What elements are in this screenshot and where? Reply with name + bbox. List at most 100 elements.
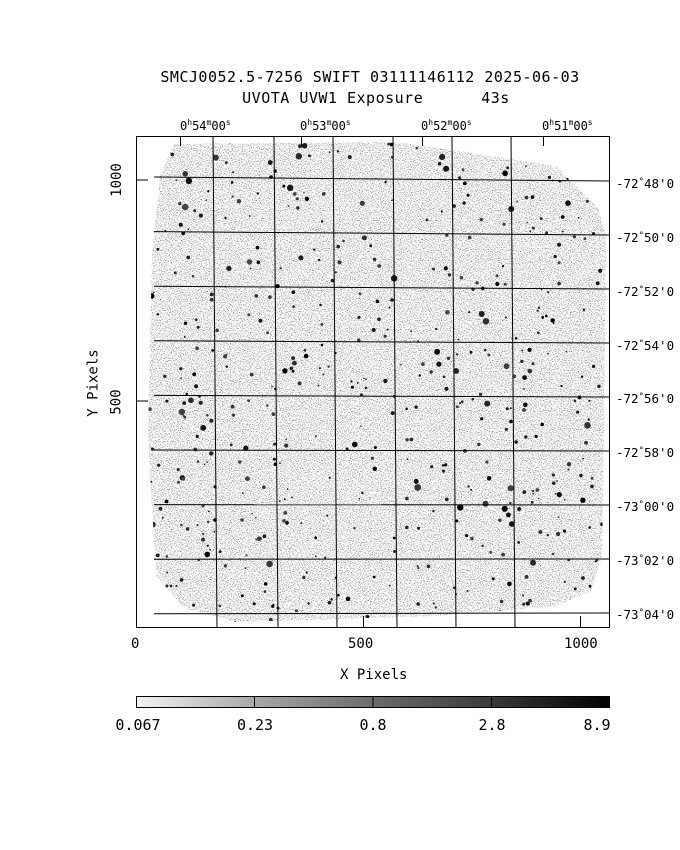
star-source (371, 328, 376, 332)
dec-grid-line (153, 340, 610, 344)
star-source (206, 520, 210, 524)
star-source (522, 408, 526, 412)
star-source (503, 363, 510, 370)
star-source (434, 348, 440, 355)
star-source (271, 412, 276, 416)
star-source (555, 531, 561, 537)
star-source (573, 399, 577, 403)
star-source (282, 368, 288, 374)
star-source (482, 318, 490, 325)
star-source (163, 374, 167, 378)
star-source (417, 526, 420, 530)
star-source (509, 407, 512, 410)
dec-tick-label: -72°48'0 (616, 176, 675, 191)
star-source (413, 478, 419, 484)
star-source (386, 328, 389, 331)
star-source (191, 274, 195, 278)
star-source (551, 552, 555, 556)
star-source (247, 313, 251, 317)
star-source (370, 456, 374, 460)
star-source (327, 600, 332, 605)
star-source (369, 244, 372, 247)
star-source (383, 334, 387, 338)
star-source (590, 476, 594, 480)
star-source (238, 460, 242, 464)
star-source (444, 497, 449, 502)
star-source (268, 295, 272, 299)
star-source (249, 267, 252, 270)
star-source (547, 175, 552, 180)
star-source (195, 346, 199, 351)
star-source (537, 497, 540, 500)
star-source (468, 311, 471, 314)
star-source (437, 162, 442, 166)
dec-tick-label: -72°50'0 (616, 230, 675, 245)
star-source (509, 419, 513, 424)
star-source (462, 181, 467, 186)
star-source (484, 400, 491, 407)
star-source (209, 418, 214, 423)
star-source (187, 228, 190, 230)
star-source (337, 260, 342, 265)
star-source (389, 584, 391, 587)
star-source (292, 305, 295, 308)
star-source (522, 490, 527, 494)
star-source (442, 375, 446, 379)
star-source (447, 273, 452, 277)
dec-tick-label: -73°04'0 (616, 607, 675, 622)
star-source (584, 422, 591, 429)
dec-grid-line (153, 449, 610, 452)
star-source (266, 560, 273, 568)
star-source (527, 347, 532, 352)
star-source (176, 468, 180, 472)
star-source (445, 310, 450, 315)
star-source (528, 598, 532, 603)
star-source (320, 220, 324, 223)
star-source (525, 165, 527, 168)
star-source (426, 564, 431, 569)
star-source (566, 177, 569, 180)
star-source (193, 209, 197, 213)
star-source (342, 239, 345, 243)
star-source (357, 315, 361, 319)
star-source (441, 464, 445, 467)
star-source (526, 221, 529, 224)
star-source (231, 195, 234, 198)
star-source (560, 215, 565, 219)
star-source (478, 311, 485, 317)
star-source (350, 385, 354, 389)
star-source (175, 179, 178, 182)
star-source (375, 299, 380, 304)
star-source (209, 297, 214, 302)
star-source (522, 602, 526, 606)
star-source (444, 386, 449, 391)
star-source (285, 438, 288, 441)
star-source (466, 193, 470, 197)
star-source (148, 407, 152, 411)
colorbar (136, 696, 610, 708)
star-source (152, 448, 155, 450)
star-source (198, 400, 203, 405)
star-source (314, 555, 317, 557)
star-source (361, 491, 364, 495)
star-source (525, 601, 530, 606)
star-source (303, 191, 305, 194)
dec-grid-line (153, 612, 610, 615)
star-source (180, 523, 183, 527)
star-source (161, 516, 164, 519)
star-source (425, 218, 429, 222)
plot-subtitle: UVOTA UVW1 Exposure 43s (36, 89, 680, 107)
star-source (181, 476, 186, 481)
star-source (557, 242, 562, 247)
star-source (545, 231, 549, 235)
star-source (213, 530, 216, 533)
star-source (236, 199, 242, 204)
star-source (583, 237, 587, 241)
star-source (307, 602, 310, 605)
star-source (594, 560, 597, 563)
dec-tick-label: -73°02'0 (616, 553, 675, 568)
star-source (400, 363, 402, 366)
coordinate-grid (153, 136, 610, 628)
star-source (377, 317, 381, 322)
x-axis-label: X Pixels (340, 667, 408, 683)
